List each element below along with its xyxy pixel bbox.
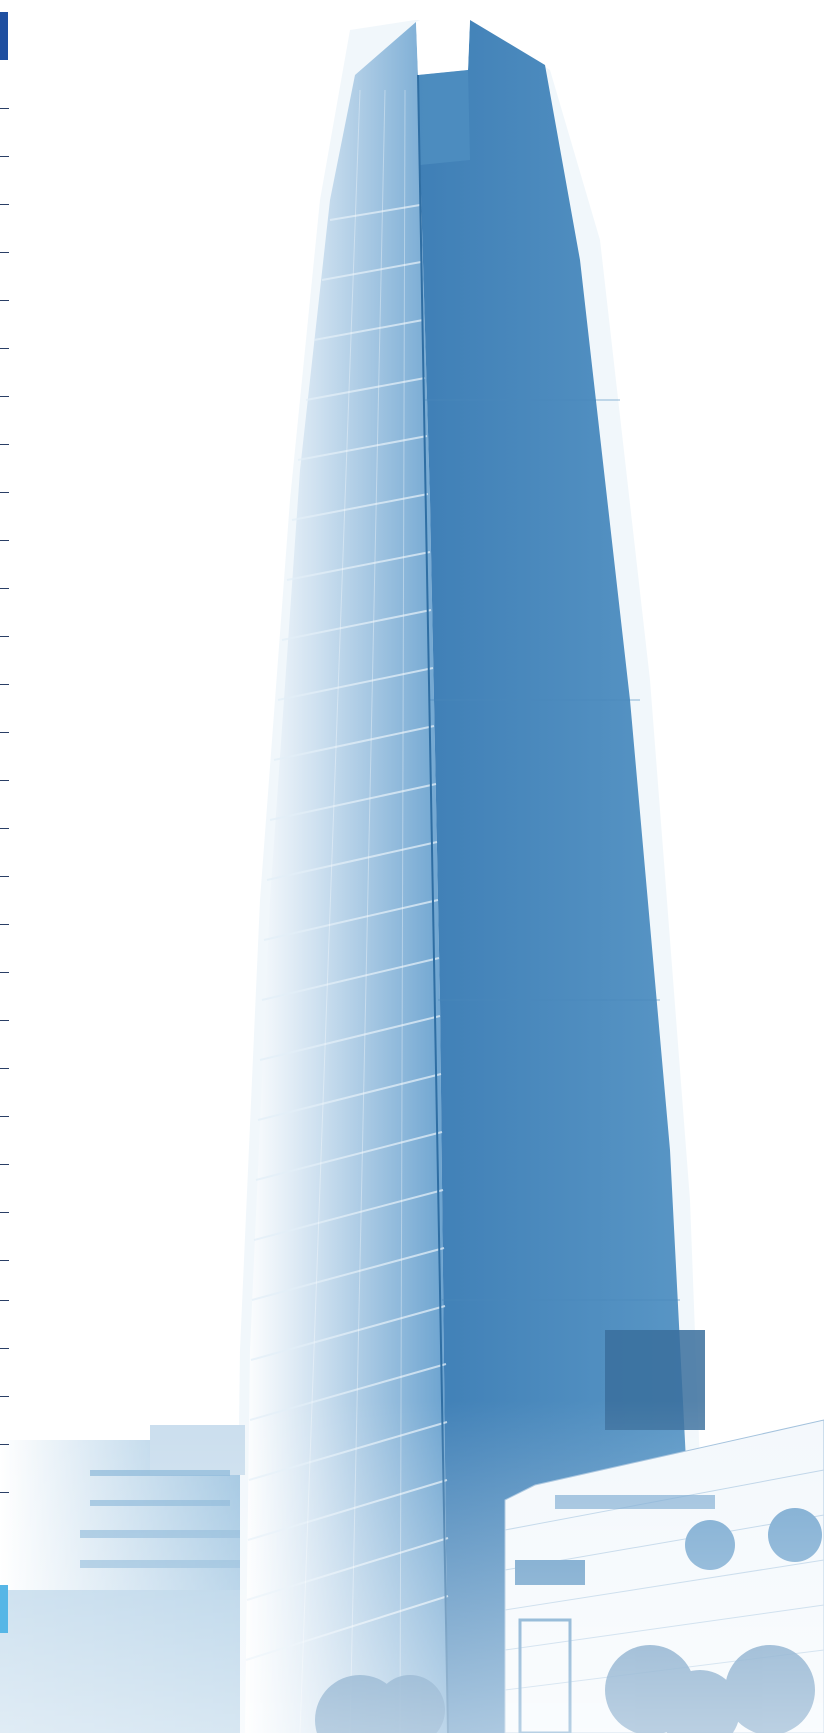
margin-tick [0, 780, 9, 781]
margin-tick [0, 396, 9, 397]
margin-tick [0, 1444, 9, 1445]
margin-tick [0, 1116, 9, 1117]
tower-crown [418, 70, 470, 165]
margin-tick [0, 1260, 9, 1261]
margin-tick [0, 588, 9, 589]
margin-tick [0, 1396, 9, 1397]
margin-tick [0, 300, 9, 301]
margin-tick [0, 348, 9, 349]
margin-tick [0, 1020, 9, 1021]
margin-tick [0, 444, 9, 445]
margin-tick [0, 492, 9, 493]
margin-tick [0, 252, 9, 253]
edge-tab-bottom [0, 1585, 8, 1633]
margin-tick [0, 204, 9, 205]
margin-tick [0, 1300, 9, 1301]
edge-tab-top [0, 12, 8, 60]
bottom-fade [0, 1400, 824, 1733]
margin-tick [0, 828, 9, 829]
tower-right-bands [425, 399, 680, 1301]
tower-crown-notch [416, 8, 470, 75]
margin-tick [0, 732, 9, 733]
margin-tick [0, 924, 9, 925]
tower-right-face [418, 20, 700, 1733]
margin-tick [0, 156, 9, 157]
margin-tick [0, 108, 9, 109]
margin-tick [0, 1164, 9, 1165]
margin-tick [0, 876, 9, 877]
margin-tick [0, 540, 9, 541]
tower-left-face [245, 22, 448, 1733]
margin-tick [0, 1348, 9, 1349]
margin-tick [0, 1492, 9, 1493]
margin-tick [0, 972, 9, 973]
margin-tick [0, 636, 9, 637]
margin-tick [0, 684, 9, 685]
margin-tick [0, 1068, 9, 1069]
margin-tick [0, 1212, 9, 1213]
